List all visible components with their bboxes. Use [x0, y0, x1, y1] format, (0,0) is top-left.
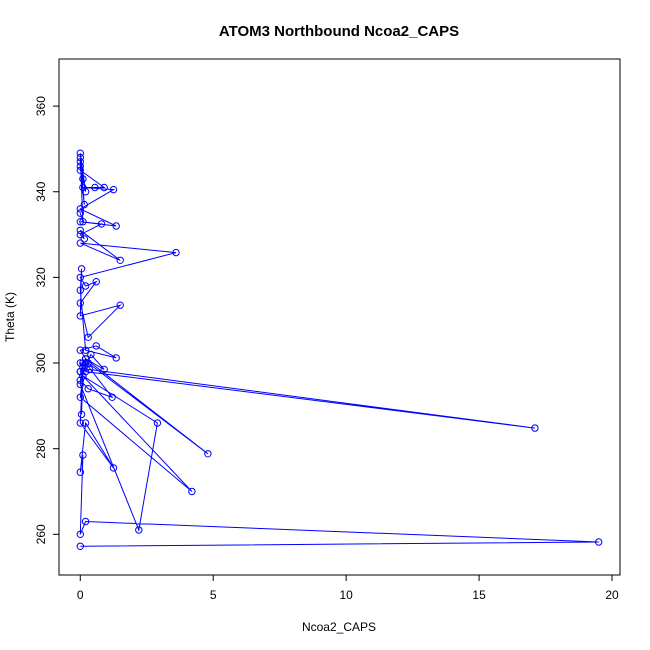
data-point [84, 333, 92, 341]
data-point [76, 158, 85, 166]
data-point [76, 153, 85, 162]
y-tick-label: 340 [34, 181, 48, 201]
data-point [76, 230, 85, 239]
data-point [112, 354, 120, 362]
data-point [76, 376, 85, 384]
data-point [87, 350, 95, 359]
x-tick-label: 5 [210, 588, 217, 602]
data-point [76, 367, 85, 376]
data-point [76, 166, 85, 175]
x-tick-label: 15 [472, 588, 486, 602]
data-point [81, 355, 90, 363]
data-point [76, 286, 85, 294]
data-point [109, 464, 118, 472]
data-point [135, 526, 143, 534]
data-point [100, 183, 108, 192]
data-point [76, 205, 85, 213]
y-tick-label: 300 [34, 353, 48, 373]
data-point [81, 359, 90, 367]
data-point [76, 346, 85, 354]
data-point [76, 273, 85, 282]
data-point [76, 312, 85, 320]
data-point [76, 380, 85, 389]
data-point [80, 200, 89, 209]
data-point [153, 419, 162, 427]
data-point [81, 282, 90, 290]
data-point [112, 222, 120, 230]
x-axis-label: Ncoa2_CAPS [302, 620, 376, 634]
data-point [109, 185, 118, 194]
data-point [76, 542, 85, 550]
series [76, 149, 603, 550]
data-point [81, 419, 90, 427]
data-point [116, 301, 124, 309]
data-point [92, 342, 100, 350]
data-point [76, 149, 85, 157]
data-point [76, 162, 85, 170]
x-tick-label: 0 [77, 588, 84, 602]
data-point [92, 278, 100, 286]
data-point [79, 451, 87, 459]
data-point [188, 487, 196, 496]
data-point [116, 256, 124, 264]
x-axis: 0 5 10 15 20 [77, 574, 619, 602]
x-tick-label: 10 [339, 588, 353, 602]
data-point [84, 385, 92, 393]
data-point [76, 239, 85, 247]
data-point [204, 450, 212, 458]
data-point [80, 235, 89, 243]
data-point [77, 410, 86, 419]
y-tick-label: 360 [34, 96, 48, 116]
data-point [85, 365, 94, 374]
y-tick-label: 260 [34, 524, 48, 544]
x-tick-label: 20 [605, 588, 619, 602]
data-point [76, 299, 85, 307]
data-point [76, 419, 85, 427]
data-point [76, 468, 85, 476]
data-point [76, 359, 85, 367]
data-point [100, 365, 108, 374]
data-point [79, 175, 87, 183]
data-point [531, 424, 539, 432]
data-point [76, 530, 85, 538]
data-point [76, 209, 85, 217]
y-tick-label: 280 [34, 438, 48, 458]
data-point [81, 346, 90, 354]
data-point [81, 517, 90, 526]
data-point [79, 218, 87, 226]
y-axis-label: Theta (K) [3, 292, 17, 342]
data-point [91, 183, 99, 192]
data-point [76, 393, 85, 401]
y-tick-label: 320 [34, 267, 48, 287]
data-point [97, 220, 106, 228]
y-axis: 260 280 300 320 340 360 [34, 96, 60, 544]
series-layer [76, 149, 603, 550]
data-point [172, 248, 180, 257]
data-point [81, 367, 90, 376]
data-point [77, 265, 86, 273]
data-point [108, 393, 116, 401]
data-point [76, 218, 85, 226]
data-point [81, 188, 90, 196]
chart-title: ATOM3 Northbound Ncoa2_CAPS [219, 23, 459, 40]
data-point [76, 226, 85, 235]
data-point [595, 538, 603, 546]
